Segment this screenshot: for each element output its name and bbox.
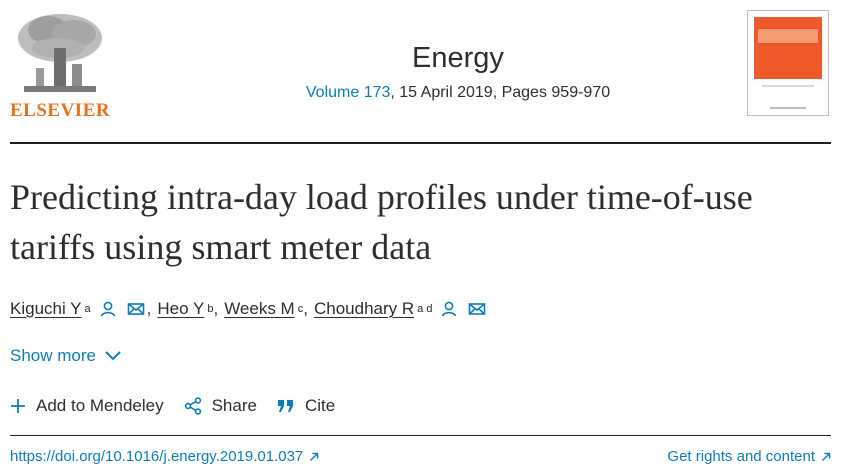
- envelope-icon[interactable]: [125, 298, 147, 320]
- author-link-kiguchi[interactable]: Kiguchi Y: [10, 299, 82, 318]
- author-separator: ,: [213, 299, 219, 318]
- add-to-mendeley-button[interactable]: Add to Mendeley: [10, 396, 164, 416]
- volume-link[interactable]: Volume 173: [305, 84, 391, 101]
- issue-details: , 15 April 2019, Pages 959-970: [390, 84, 611, 101]
- author-link-heo[interactable]: Heo Y: [157, 299, 205, 318]
- plus-icon: [11, 399, 25, 413]
- cite-button[interactable]: Cite: [277, 396, 335, 416]
- share-label: Share: [211, 396, 257, 415]
- chevron-down-icon: [104, 350, 122, 362]
- external-link-icon: [309, 452, 319, 462]
- doi-text: https://doi.org/10.1016/j.energy.2019.01…: [10, 448, 304, 465]
- author-affiliation: a d: [417, 303, 433, 315]
- author-list: Kiguchi Y a , Heo Y b , Weeks M c , Chou…: [10, 296, 488, 322]
- share-icon: [184, 397, 201, 415]
- quote-icon: [277, 400, 293, 412]
- author-link-weeks[interactable]: Weeks M: [224, 299, 295, 318]
- publisher-name: ELSEVIER: [10, 100, 111, 121]
- show-more-label: Show more: [10, 346, 96, 365]
- elsevier-logo[interactable]: ELSEVIER: [10, 8, 110, 122]
- author-separator: ,: [303, 299, 308, 318]
- journal-title-link[interactable]: Energy: [412, 42, 504, 74]
- article-header: ELSEVIER Energy Volume 173, 15 April 201…: [0, 0, 841, 143]
- cite-label: Cite: [304, 396, 336, 415]
- cover-title-bar: [758, 29, 818, 43]
- author-affiliation: b: [207, 303, 214, 315]
- person-icon[interactable]: [97, 298, 119, 320]
- issue-info: Volume 173, 15 April 2019, Pages 959-970: [240, 84, 676, 102]
- get-rights-link[interactable]: Get rights and content: [667, 448, 831, 465]
- article-actions: Add to Mendeley Share Cite: [10, 396, 355, 416]
- cover-line: [762, 85, 814, 87]
- journal-cover-thumbnail[interactable]: [747, 10, 829, 116]
- external-link-icon: [821, 452, 831, 462]
- show-more-button[interactable]: Show more: [10, 346, 122, 366]
- actions-divider: [10, 435, 831, 436]
- author-link-choudhary[interactable]: Choudhary R: [313, 299, 415, 318]
- share-button[interactable]: Share: [184, 396, 257, 416]
- tree-logo-icon: [18, 14, 102, 92]
- cover-line: [770, 107, 806, 109]
- author-separator: ,: [146, 299, 152, 318]
- author-affiliation: a: [84, 303, 91, 315]
- author-affiliation: c: [297, 303, 304, 315]
- person-icon[interactable]: [438, 298, 460, 320]
- article-title: Predicting intra-day load profiles under…: [10, 177, 753, 267]
- cover-orange-block: [754, 17, 822, 79]
- doi-link[interactable]: https://doi.org/10.1016/j.energy.2019.01…: [10, 448, 319, 465]
- add-to-mendeley-label: Add to Mendeley: [36, 396, 164, 415]
- envelope-icon[interactable]: [466, 298, 488, 320]
- get-rights-text: Get rights and content: [667, 448, 815, 465]
- header-divider: [10, 142, 831, 144]
